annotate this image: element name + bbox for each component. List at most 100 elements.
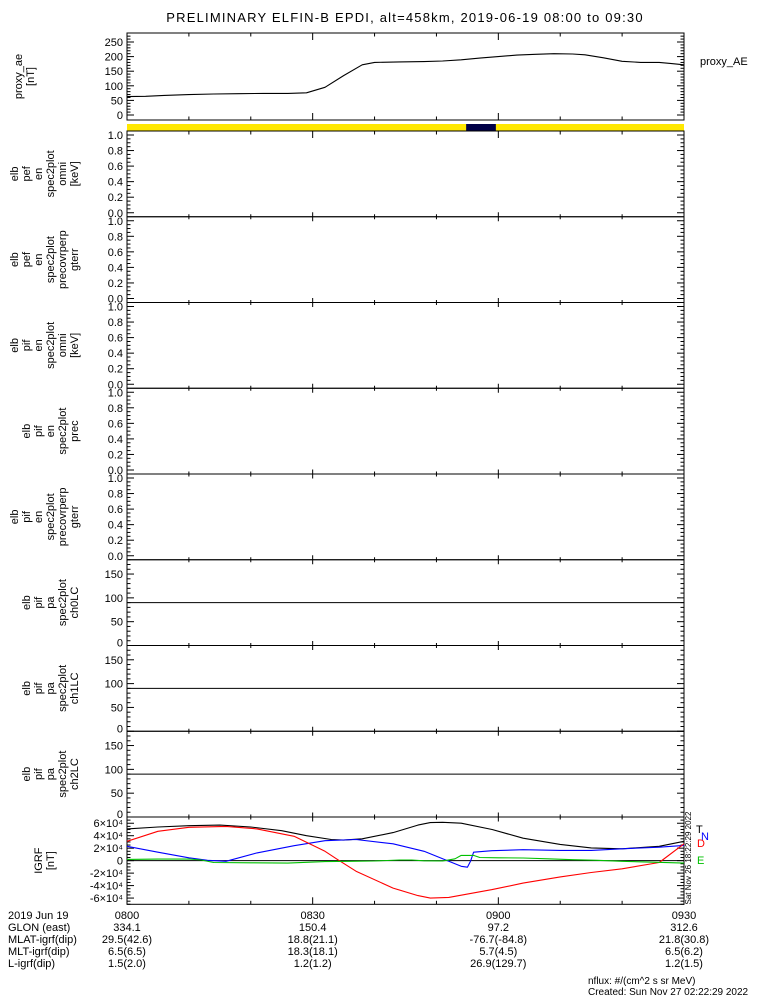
panel-y-label: elb bbox=[9, 338, 21, 353]
footer-row: 2019 Jun 19 0800 0830 0900 0930 bbox=[0, 910, 775, 922]
panel-y-label: spec2plot bbox=[57, 579, 69, 626]
footer-value: 21.8(30.8) bbox=[658, 934, 710, 946]
ytick-label: 0.2 bbox=[108, 364, 123, 376]
ytick-label: 0.6 bbox=[108, 504, 123, 516]
footer-value: 0930 bbox=[671, 910, 697, 922]
series-proxy-ae bbox=[126, 53, 685, 98]
panel-y-label: en bbox=[33, 339, 45, 351]
panel-elb_pif_en_spec2plot_omni bbox=[126, 302, 685, 389]
footer-value: 0800 bbox=[114, 910, 140, 922]
panel-elb_pef_en_spec2plot_precovrperp bbox=[126, 216, 685, 303]
proxy-ytick-label: 200 bbox=[105, 52, 123, 64]
ytick-label: 1.0 bbox=[108, 130, 123, 142]
panel-y-label: spec2plot bbox=[57, 665, 69, 712]
proxy-ae-right-label: proxy_AE bbox=[700, 56, 748, 68]
panel-y-label: pif bbox=[33, 767, 45, 780]
ytick-label: 0 bbox=[117, 723, 123, 735]
ytick-label: 0.2 bbox=[108, 535, 123, 547]
footer-value: 97.2 bbox=[487, 922, 510, 934]
ytick-label: 0.4 bbox=[108, 348, 123, 360]
panel-y-label: elb bbox=[21, 424, 33, 439]
footer-value: -76.7(-84.8) bbox=[469, 934, 528, 946]
ytick-label: 1.0 bbox=[108, 302, 123, 314]
ytick-label: 0.8 bbox=[108, 403, 123, 415]
proxy-ytick-label: 50 bbox=[111, 95, 123, 107]
proxy-ytick-label: 100 bbox=[105, 81, 123, 93]
footer-value: 18.8(21.1) bbox=[287, 934, 338, 946]
footer-row: MLT-igrf(dip) 6.5(6.5) 18.3(18.1) 5.7(4.5) 6… bbox=[0, 946, 775, 958]
panel-y-label: elb bbox=[9, 167, 21, 182]
ytick-label: 0.8 bbox=[108, 489, 123, 501]
position-bar-segment bbox=[466, 124, 496, 131]
panel-y-label: pif bbox=[21, 339, 33, 352]
panel-y-label: spec2plot bbox=[45, 150, 57, 197]
ytick-label: 1.0 bbox=[108, 216, 123, 228]
nflux-note: nflux: #/(cm^2 s sr MeV) bbox=[588, 976, 696, 987]
panel-y-label: spec2plot bbox=[57, 751, 69, 798]
created-note: Created: Sun Nov 27 02:22:29 2022 bbox=[588, 987, 749, 998]
igrf-ytick-label: 4×10⁴ bbox=[93, 831, 123, 843]
ytick-label: 0.6 bbox=[108, 161, 123, 173]
igrf-legend-E: E bbox=[697, 855, 704, 867]
igrf-ytick-label: 6×10⁴ bbox=[93, 818, 123, 830]
panel-y-label: elb bbox=[9, 510, 21, 525]
footer-value: 18.3(18.1) bbox=[287, 946, 338, 958]
panel-y-label: elb bbox=[21, 767, 33, 782]
footer-value: 334.1 bbox=[113, 922, 141, 934]
ytick-label: 0.0 bbox=[108, 465, 123, 477]
panel-y-label: [keV] bbox=[69, 333, 81, 358]
panel-y-label: ch1LC bbox=[69, 672, 81, 704]
panel-y-label: en bbox=[45, 425, 57, 437]
ytick-label: 0.4 bbox=[108, 434, 123, 446]
position-bar bbox=[127, 124, 684, 131]
ytick-label: 0.0 bbox=[108, 208, 123, 220]
ytick-label: 50 bbox=[111, 617, 123, 629]
igrf-legend-D: D bbox=[697, 838, 705, 850]
footer-value: 5.7(4.5) bbox=[479, 946, 518, 958]
panel-y-label: en bbox=[33, 511, 45, 523]
footer-value: 1.5(2.0) bbox=[108, 958, 146, 970]
footer-row: L-igrf(dip) 1.5(2.0) 1.2(1.2) 26.9(129.7) 1.… bbox=[0, 958, 775, 970]
igrf-legend-N: N bbox=[701, 831, 709, 843]
footer-row: MLAT-igrf(dip) 29.5(42.6) 18.8(21.1) -76.7(… bbox=[0, 934, 775, 946]
panel-y-label: elb bbox=[21, 595, 33, 610]
panel-y-label: ch2LC bbox=[69, 758, 81, 790]
footer-value: 150.4 bbox=[298, 922, 327, 934]
ytick-label: 0.4 bbox=[108, 177, 123, 189]
ytick-label: 100 bbox=[105, 764, 123, 776]
series-igrf-n bbox=[126, 838, 685, 868]
footer-value: 0900 bbox=[486, 910, 511, 922]
ytick-label: 150 bbox=[105, 569, 123, 581]
panel-y-label: precovrperp bbox=[57, 230, 69, 289]
ytick-label: 0.4 bbox=[108, 262, 123, 274]
panel-y-label: precovrperp bbox=[57, 488, 69, 547]
panel-elb_pif_en_spec2plot_precovrperp bbox=[126, 473, 685, 561]
panel-y-label: pif bbox=[33, 682, 45, 695]
panel-y-label: pa bbox=[45, 681, 57, 694]
ytick-label: 0.8 bbox=[108, 317, 123, 329]
igrf-ytick-label: -4×10⁴ bbox=[90, 881, 123, 893]
ytick-label: 0.0 bbox=[108, 294, 123, 306]
footer-row-label: MLAT-igrf(dip) bbox=[8, 934, 77, 946]
series-igrf-d bbox=[126, 825, 685, 899]
ytick-label: 0.2 bbox=[108, 449, 123, 461]
ytick-label: 0 bbox=[117, 638, 123, 650]
panel-y-label: pif bbox=[21, 510, 33, 523]
footer-row-label: MLT-igrf(dip) bbox=[8, 946, 70, 958]
footer-value: 1.2(1.2) bbox=[293, 958, 332, 970]
panel-y-label: elb bbox=[21, 681, 33, 696]
panel-y-label: omni bbox=[57, 333, 69, 357]
ytick-label: 100 bbox=[105, 679, 123, 691]
ytick-label: 0.2 bbox=[108, 278, 123, 290]
panel-y-label: spec2plot bbox=[45, 322, 57, 369]
panel-y-label: spec2plot bbox=[45, 493, 57, 540]
chart-title: PRELIMINARY ELFIN-B EPDI, alt=458km, 201… bbox=[166, 10, 644, 25]
panel-proxy-ae bbox=[126, 32, 685, 121]
ytick-label: 0.0 bbox=[108, 551, 123, 563]
proxy-ytick-label: 150 bbox=[105, 66, 123, 78]
footer-value: 6.5(6.5) bbox=[108, 946, 146, 958]
panel-y-label: [keV] bbox=[69, 161, 81, 186]
igrf-ytick-label: -2×10⁴ bbox=[90, 868, 123, 880]
